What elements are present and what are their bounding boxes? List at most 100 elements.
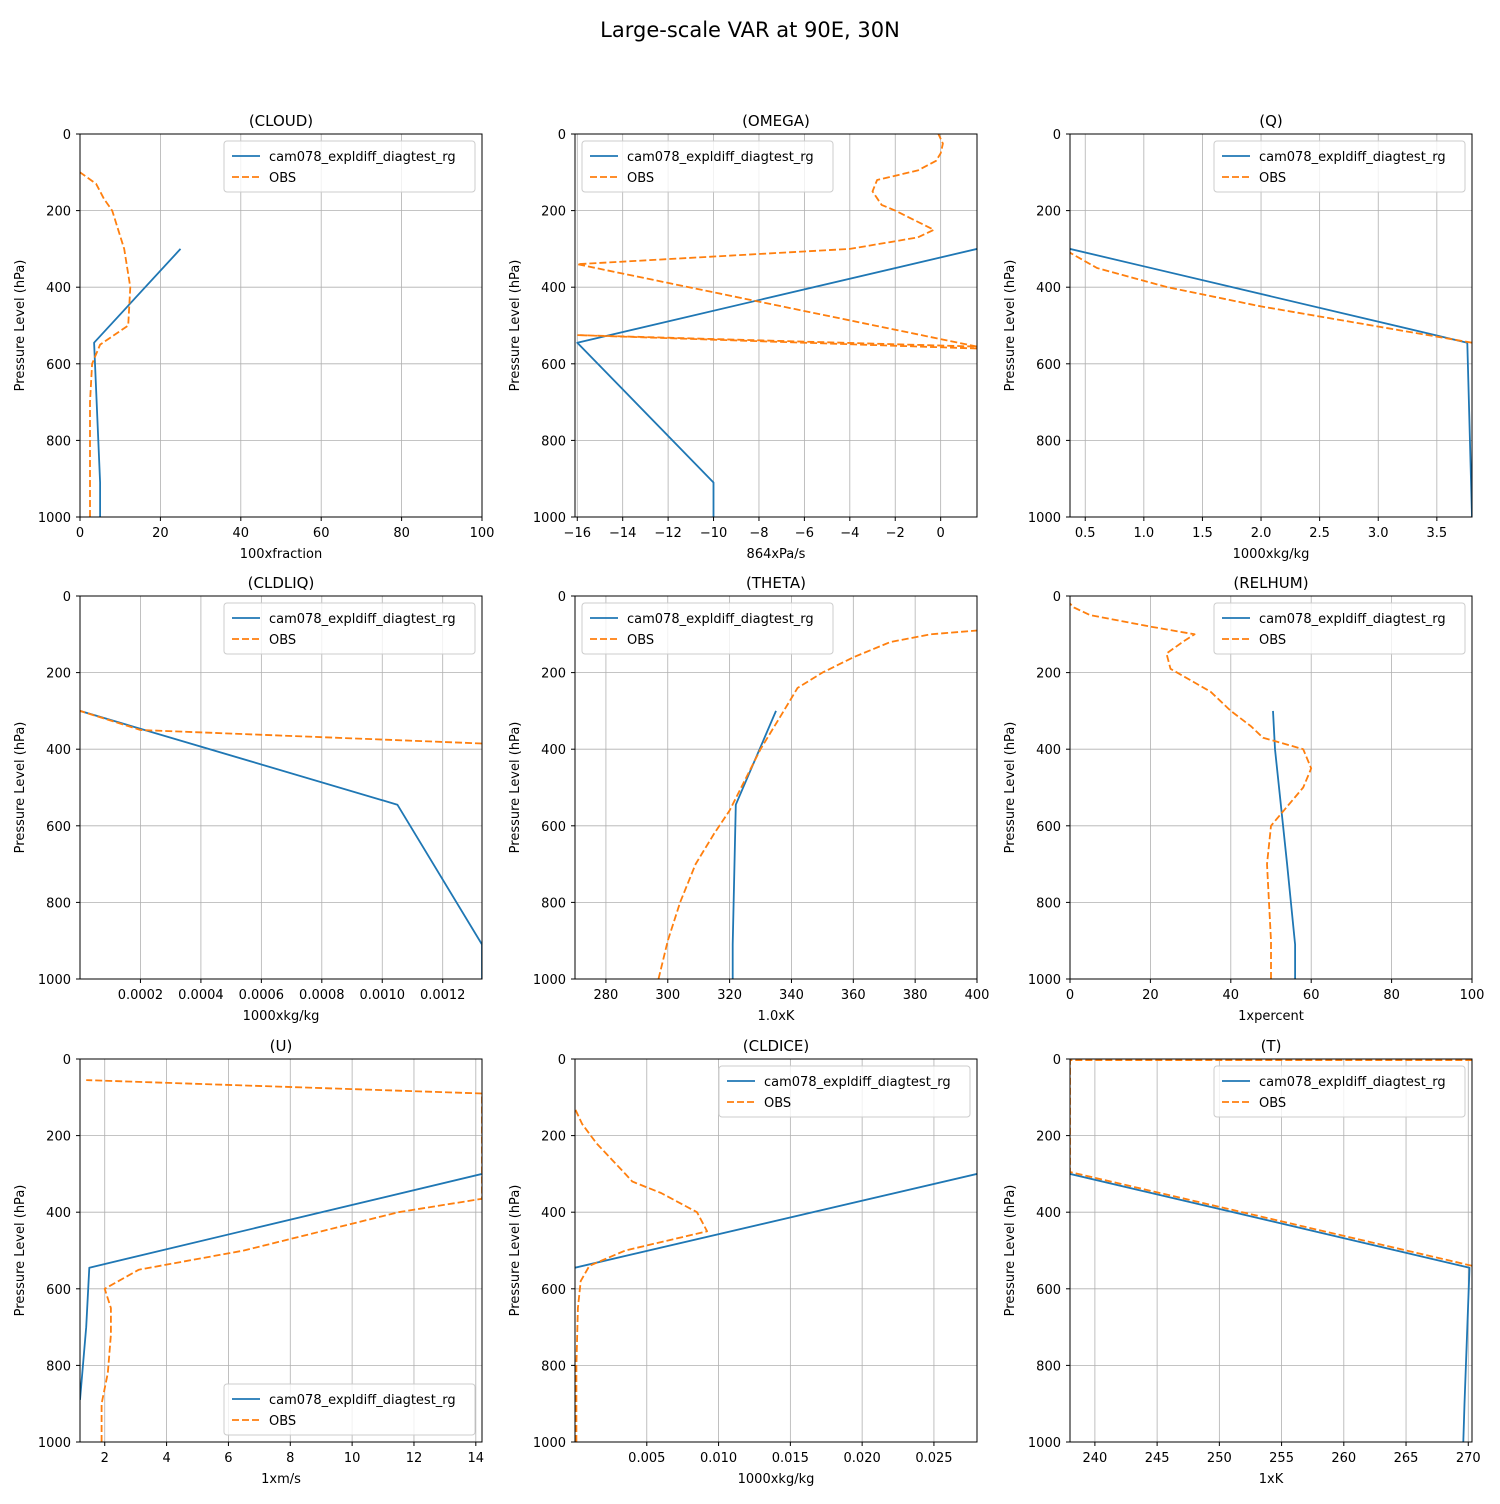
y-tick-label: 200 [1036, 667, 1061, 682]
obs-series-line [1070, 1059, 1472, 1267]
y-tick-label: 1000 [38, 511, 71, 526]
y-axis-label: Pressure Level (hPa) [13, 1185, 28, 1317]
gridlines [1070, 133, 1472, 518]
y-tick-label: 1000 [1028, 973, 1061, 988]
x-tick-label: −6 [795, 526, 814, 541]
x-tick-label: 0.0004 [178, 988, 224, 1003]
y-tick-label: 200 [46, 205, 71, 220]
legend: cam078_expldiff_diagtest_rg OBS [1213, 602, 1466, 655]
x-tick-label: −10 [700, 526, 727, 541]
x-tick-label: 0.0012 [420, 988, 466, 1003]
x-tick-label: 0.010 [700, 1451, 737, 1466]
x-tick-label: −14 [609, 526, 636, 541]
x-tick-label: 10 [344, 1451, 361, 1466]
legend: cam078_expldiff_diagtest_rg OBS [223, 140, 476, 193]
obs-series-line [80, 171, 132, 517]
obs-series-line [657, 629, 977, 979]
x-tick-label: 0 [937, 526, 945, 541]
x-axis-label: 1000xkg/kg [1233, 547, 1310, 562]
legend: cam078_expldiff_diagtest_rg OBS [581, 602, 834, 655]
y-tick-label: 200 [46, 667, 71, 682]
y-tick-label: 1000 [533, 511, 566, 526]
x-tick-label: 80 [393, 526, 410, 541]
y-tick-label: 400 [46, 281, 71, 296]
legend-label: cam078_expldiff_diagtest_rg [1259, 612, 1446, 627]
legend-box [223, 140, 476, 193]
x-tick-label: 380 [903, 988, 928, 1003]
x-tick-label: 250 [1207, 1451, 1232, 1466]
y-tick-label: 0 [63, 590, 71, 605]
y-tick-label: 200 [1036, 205, 1061, 220]
y-tick-label: 800 [1036, 1359, 1061, 1374]
x-tick-label: 270 [1456, 1451, 1481, 1466]
x-tick-label: −2 [886, 526, 905, 541]
y-axis-label: Pressure Level (hPa) [508, 722, 523, 854]
x-tick-label: 60 [313, 526, 330, 541]
panel-title: (Q) [1259, 112, 1283, 130]
x-tick-label: 2.0 [1251, 526, 1272, 541]
x-tick-label: 100 [1460, 988, 1485, 1003]
x-tick-label: 0.015 [772, 1451, 809, 1466]
y-tick-label: 400 [541, 743, 566, 758]
y-tick-label: 800 [46, 896, 71, 911]
x-tick-label: 0 [76, 526, 84, 541]
x-tick-label: 0.0010 [360, 988, 406, 1003]
y-tick-label: 1000 [1028, 1436, 1061, 1451]
x-tick-label: 360 [841, 988, 866, 1003]
x-tick-label: 8 [286, 1451, 294, 1466]
legend-label: cam078_expldiff_diagtest_rg [627, 612, 814, 627]
y-tick-label: 0 [1053, 590, 1061, 605]
x-tick-label: 40 [233, 526, 250, 541]
x-tick-label: 80 [1383, 988, 1400, 1003]
panel-title: (THETA) [746, 574, 806, 592]
y-tick-label: 0 [1053, 128, 1061, 143]
obs-series-line [576, 134, 977, 350]
y-tick-label: 400 [541, 281, 566, 296]
x-axis-label: 1xK [1259, 1472, 1284, 1487]
legend-label: cam078_expldiff_diagtest_rg [1259, 150, 1446, 165]
panel-title: (OMEGA) [742, 112, 810, 130]
y-tick-label: 0 [1053, 1053, 1061, 1068]
legend-label: OBS [269, 1414, 296, 1429]
y-tick-label: 1000 [38, 973, 71, 988]
model-series-line [93, 248, 182, 517]
x-tick-label: 0.0002 [118, 988, 164, 1003]
y-tick-label: 600 [1036, 820, 1061, 835]
y-axis-label: Pressure Level (hPa) [13, 260, 28, 392]
x-tick-label: 60 [1303, 988, 1320, 1003]
y-tick-label: 400 [46, 743, 71, 758]
x-axis-label: 864xPa/s [747, 547, 806, 562]
x-tick-label: 12 [406, 1451, 423, 1466]
y-tick-label: 0 [558, 1053, 566, 1068]
legend-label: OBS [1259, 633, 1286, 648]
legend-box [1213, 602, 1466, 655]
panel-title: (CLDLIQ) [248, 574, 315, 592]
y-axis-label: Pressure Level (hPa) [1003, 1185, 1018, 1317]
legend-box [1213, 140, 1466, 193]
y-axis-label: Pressure Level (hPa) [1003, 722, 1018, 854]
y-tick-label: 800 [541, 434, 566, 449]
legend-label: OBS [1259, 1096, 1286, 1111]
axes-frame [574, 133, 978, 518]
legend-label: OBS [1259, 171, 1286, 186]
x-tick-label: 3.5 [1426, 526, 1447, 541]
x-tick-label: 0.5 [1075, 526, 1096, 541]
axes-frame [574, 595, 978, 980]
legend-label: cam078_expldiff_diagtest_rg [764, 1075, 951, 1090]
model-series-line [575, 1173, 977, 1269]
y-tick-label: 600 [1036, 358, 1061, 373]
legend-label: cam078_expldiff_diagtest_rg [269, 612, 456, 627]
x-axis-label: 1000xkg/kg [738, 1472, 815, 1487]
x-tick-label: 0.0008 [299, 988, 345, 1003]
legend-box [223, 602, 476, 655]
y-tick-label: 800 [1036, 896, 1061, 911]
axes-frame [79, 1058, 483, 1443]
axes-frame [574, 1058, 978, 1443]
panel-5: 0 20 40 60 80 10002004006008001000(RELHUM)1xp… [1003, 574, 1484, 1024]
legend-box [1213, 1065, 1466, 1118]
axes-frame [1069, 133, 1473, 518]
legend-box [581, 602, 834, 655]
x-axis-label: 1xpercent [1238, 1009, 1304, 1024]
x-tick-label: 245 [1145, 1451, 1170, 1466]
